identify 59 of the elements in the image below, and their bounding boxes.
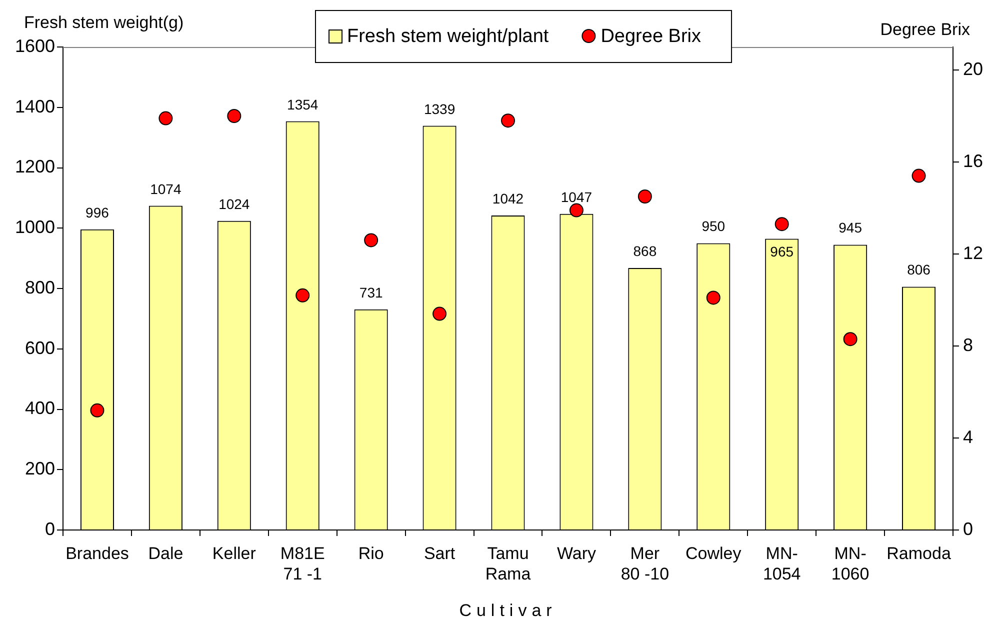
x-axis-title: Cultivar xyxy=(459,601,557,620)
point xyxy=(912,168,926,183)
point xyxy=(706,290,720,305)
x-tick-label: M81E 71 -1 xyxy=(280,544,325,584)
data-label: 965 xyxy=(770,244,794,260)
y2-tick-label: 16 xyxy=(963,150,984,171)
y-tick-label: 400 xyxy=(24,398,55,418)
point xyxy=(638,190,652,204)
x-tick-label: Brandes xyxy=(66,544,129,563)
x-tick-label: Tamu Rama xyxy=(485,544,532,584)
data-label: 1354 xyxy=(287,96,318,112)
x-tick-label: Dale xyxy=(148,544,184,563)
point xyxy=(364,233,378,248)
x-tick-label: Rio xyxy=(358,544,384,563)
data-label: 945 xyxy=(838,220,862,236)
y-axis-title: Fresh stem weight(g) xyxy=(24,13,184,32)
data-label: 950 xyxy=(702,218,726,234)
x-tick-label: Ramoda xyxy=(886,544,952,563)
y-tick-label: 1400 xyxy=(14,96,55,116)
point xyxy=(296,288,310,302)
point xyxy=(843,332,858,346)
data-label: 806 xyxy=(907,262,931,278)
y-tick-label: 0 xyxy=(44,518,55,539)
y-tick-label: 1600 xyxy=(14,36,55,56)
point xyxy=(90,403,104,418)
x-tick-label: MN- 1054 xyxy=(762,544,801,584)
legend-label: Fresh stem weight/plant xyxy=(347,26,550,48)
data-label: 1042 xyxy=(492,190,524,206)
y-tick-label: 600 xyxy=(24,338,55,358)
y2-tick-label: 0 xyxy=(963,518,974,539)
point xyxy=(158,111,173,126)
y2-tick-label: 4 xyxy=(963,426,974,447)
x-tick-label: Wary xyxy=(556,544,596,563)
point xyxy=(227,109,242,123)
data-label: 731 xyxy=(359,284,383,300)
point xyxy=(432,306,447,321)
point xyxy=(501,114,515,128)
data-label: 996 xyxy=(86,204,110,220)
y2-tick-label: 12 xyxy=(963,242,984,263)
data-label: 1047 xyxy=(560,188,592,205)
y-tick-label: 200 xyxy=(24,458,55,479)
x-tick-label: MN- 1060 xyxy=(831,544,870,584)
y-tick-label: 1200 xyxy=(14,156,55,177)
y2-axis-title: Degree Brix xyxy=(880,20,970,39)
data-label: 1339 xyxy=(424,100,456,117)
y-tick-label: 800 xyxy=(24,277,55,298)
y2-tick-label: 20 xyxy=(963,58,984,79)
x-tick-label: Cowley xyxy=(686,544,742,563)
legend-label: Degree Brix xyxy=(600,26,702,48)
point xyxy=(774,217,789,232)
point xyxy=(569,203,584,218)
y-tick-label: 1000 xyxy=(14,217,55,238)
y2-tick-label: 8 xyxy=(963,334,974,355)
data-label: 1074 xyxy=(150,180,182,197)
x-tick-label: Keller xyxy=(212,544,256,563)
data-label: 868 xyxy=(633,242,657,259)
x-tick-label: Sart xyxy=(424,544,456,563)
x-tick-label: Mer 80 -10 xyxy=(620,544,670,584)
data-label: 1024 xyxy=(218,196,250,212)
